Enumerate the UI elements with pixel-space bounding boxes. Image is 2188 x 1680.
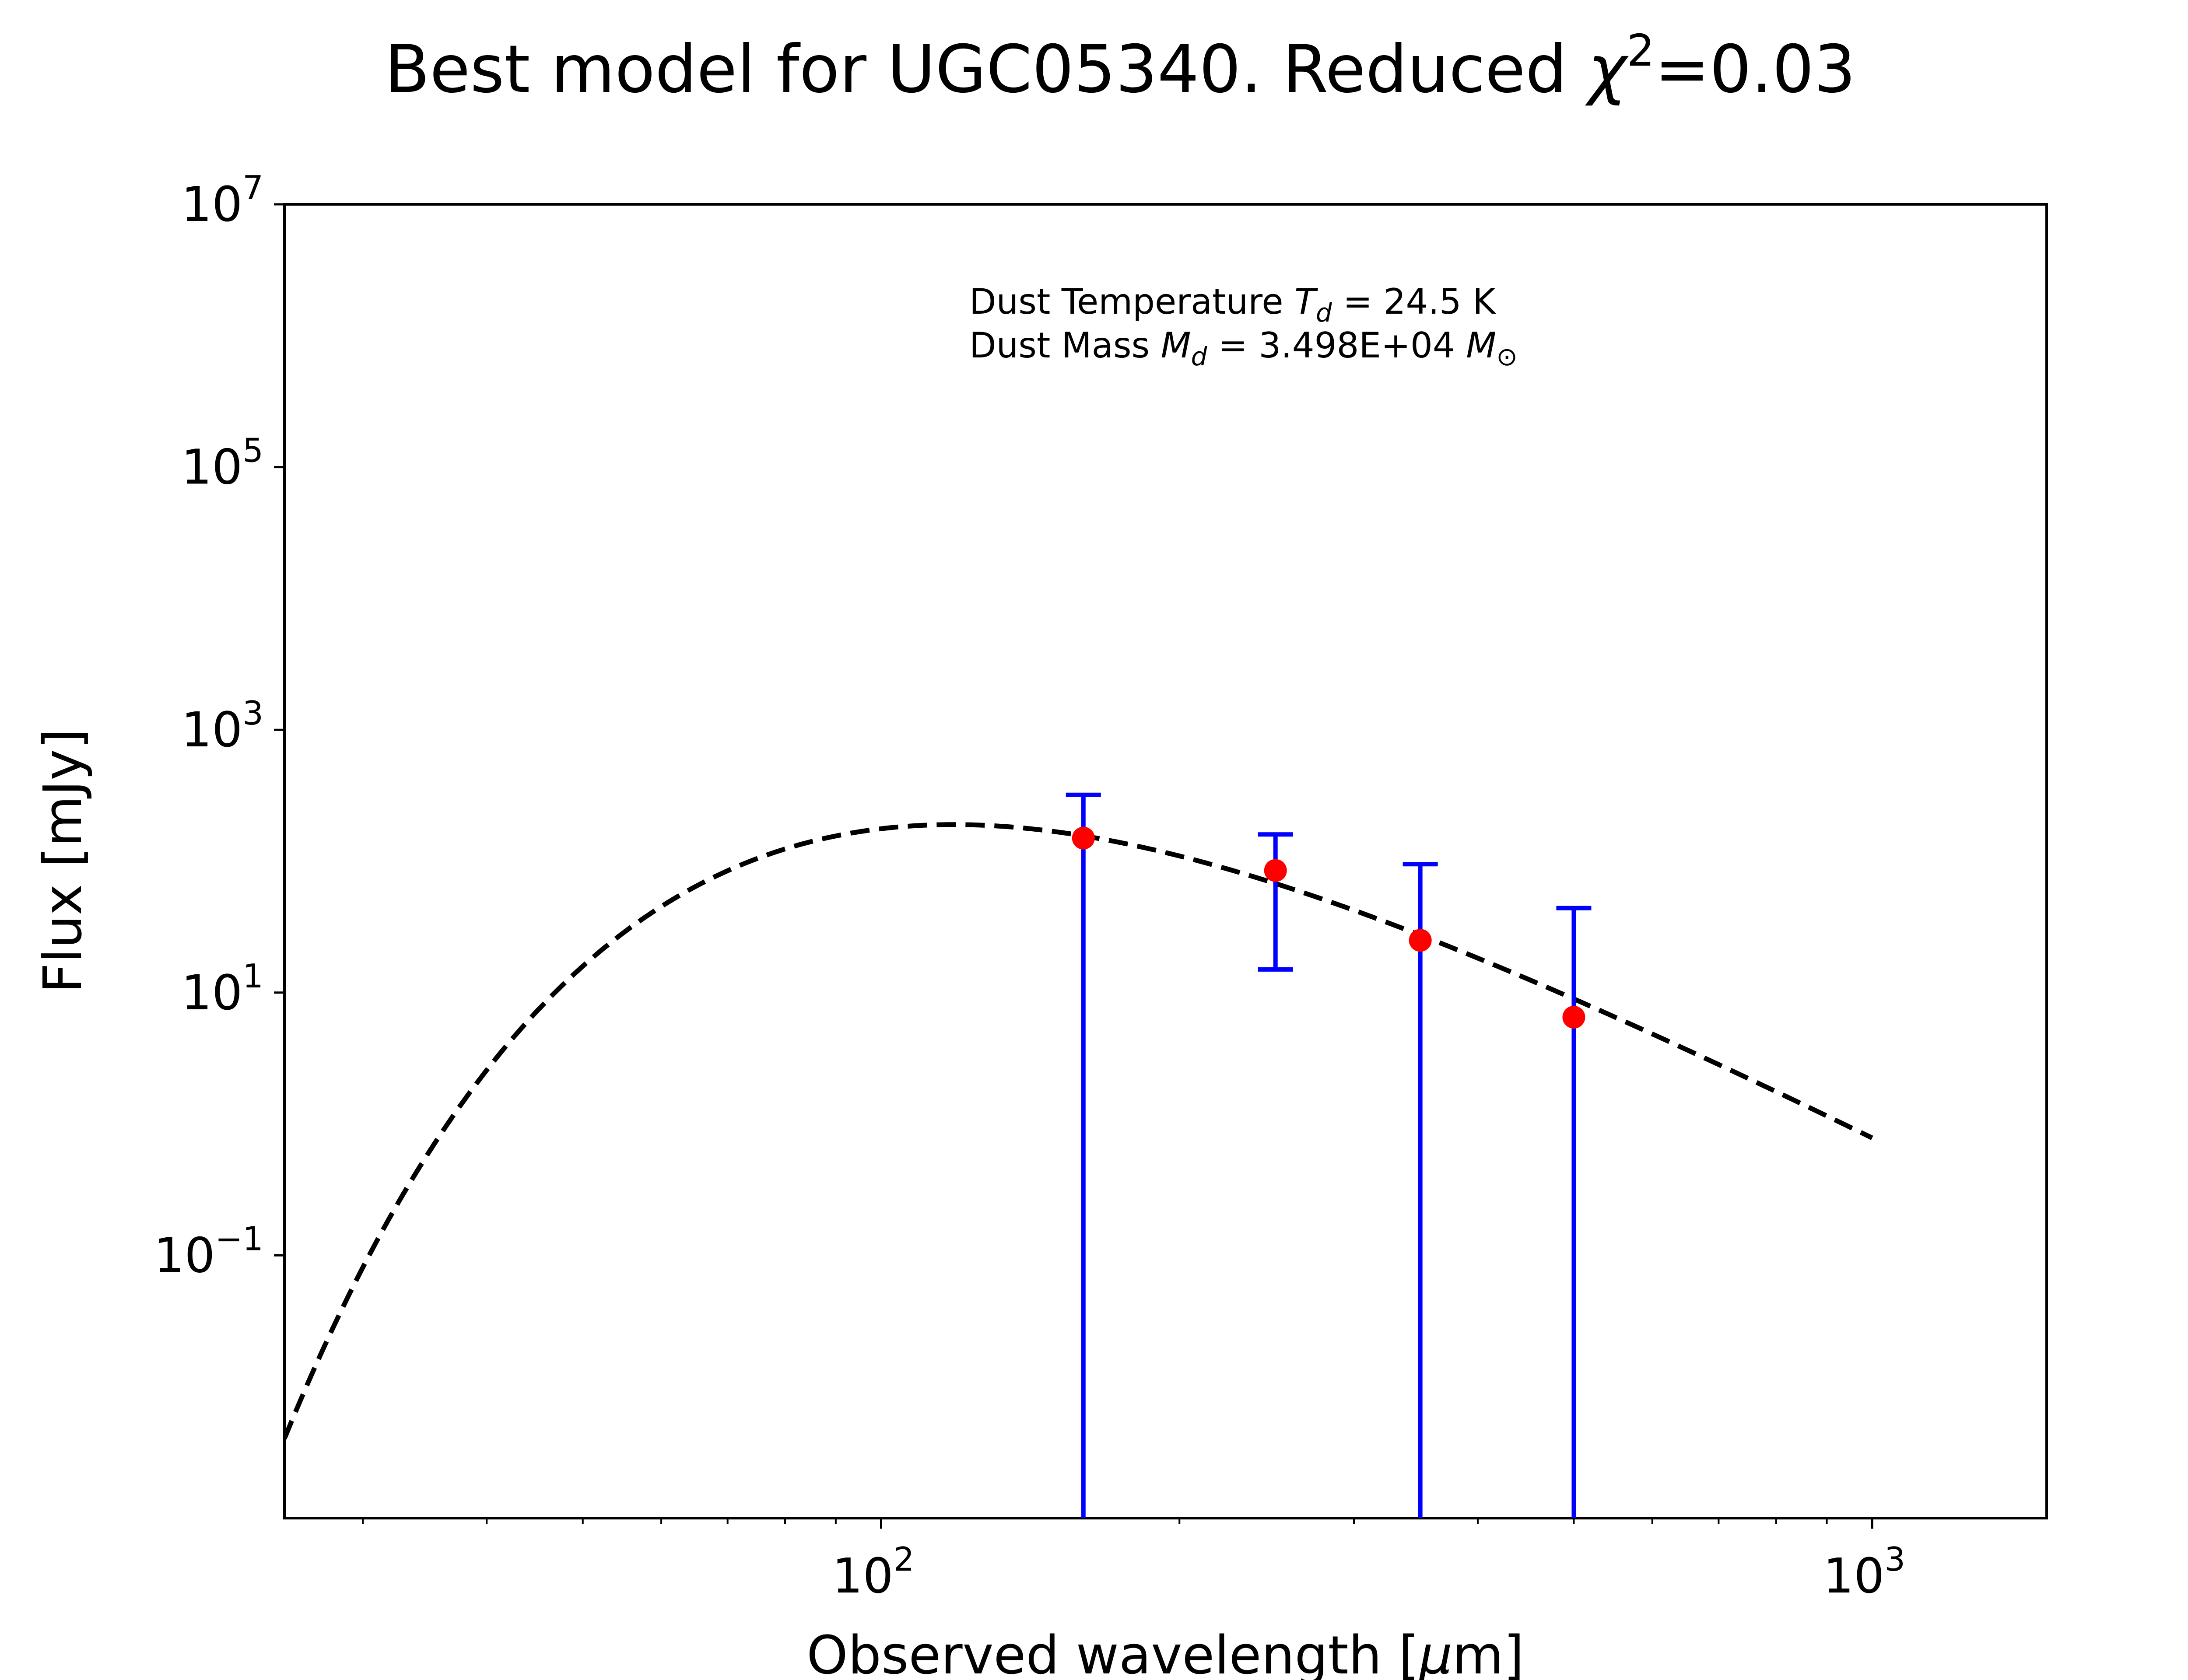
- model-curve: [284, 822, 1873, 1440]
- x-axis-label-mu: μ: [1418, 1625, 1452, 1680]
- data-point: [1264, 859, 1287, 882]
- y-tick-label: 101: [181, 957, 263, 1021]
- annotation-mass-prefix: Dust Mass: [969, 325, 1161, 366]
- annotation-temperature-value: = 24.5 K: [1332, 281, 1497, 322]
- annotation-mass-var: M: [1161, 325, 1191, 366]
- axis-ticks: 102 103 107 105 103 101 10−1: [154, 168, 1905, 1604]
- chart-title-main: Best model for UGC05340. Reduced: [385, 32, 1588, 108]
- annotation-temperature-prefix: Dust Temperature: [969, 281, 1294, 322]
- chart-title-chi: χ: [1585, 32, 1629, 108]
- data-point: [1409, 929, 1432, 952]
- annotation-temperature-sub: d: [1316, 298, 1332, 328]
- annotation-mass-value: = 3.498E+04: [1207, 325, 1466, 366]
- annotation-mass-sub: d: [1191, 342, 1208, 371]
- x-axis-label: Observed wavelength [μm]: [806, 1625, 1524, 1680]
- chart-title: Best model for UGC05340. Reduced χ2=0.03: [385, 25, 1856, 108]
- annotation-temperature-var: T: [1294, 281, 1318, 322]
- y-tick-label: 107: [181, 168, 263, 232]
- x-axis-label-prefix: Observed wavelength [: [806, 1625, 1419, 1680]
- x-tick-label: 103: [1823, 1540, 1905, 1604]
- plot-frame: [283, 203, 2048, 1519]
- y-tick-label: 10−1: [154, 1219, 263, 1283]
- y-axis-label: Flux [mJy]: [33, 729, 94, 994]
- observations: [1066, 792, 1592, 1518]
- x-tick-label: 102: [832, 1540, 915, 1604]
- y-tick-label: 105: [181, 431, 263, 495]
- annotation-mass: Dust Mass Md = 3.498E+04 M⊙: [969, 325, 1518, 371]
- data-point: [1562, 1005, 1585, 1029]
- data-point: [1072, 826, 1095, 850]
- annotation-mass-unit-sub: ⊙: [1496, 342, 1518, 371]
- chart-title-value: =0.03: [1655, 32, 1856, 108]
- annotation-temperature: Dust Temperature Td = 24.5 K: [969, 281, 1497, 328]
- y-tick-label: 103: [181, 694, 263, 758]
- annotation-mass-unit-var: M: [1466, 325, 1496, 366]
- x-axis-label-suffix: m]: [1452, 1625, 1524, 1680]
- chart-title-exp: 2: [1627, 25, 1655, 76]
